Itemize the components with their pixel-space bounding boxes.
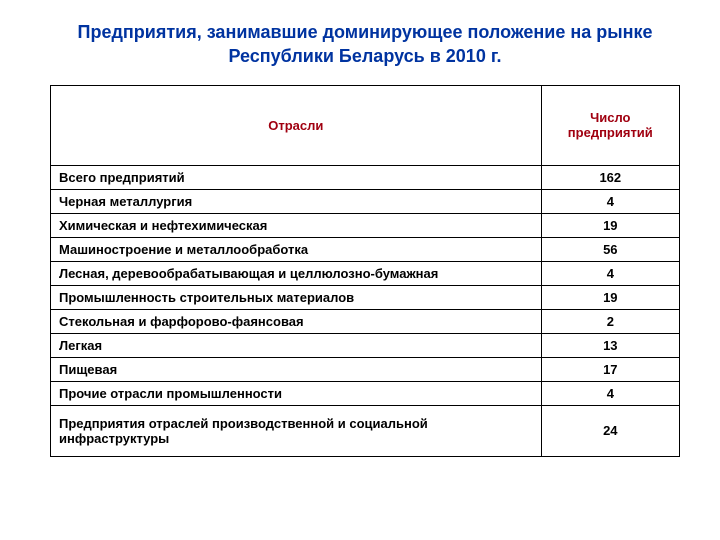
cell-count: 4 (541, 261, 679, 285)
table-header-row: Отрасли Число предприятий (51, 85, 680, 165)
cell-industry: Химическая и нефтехимическая (51, 213, 542, 237)
cell-count: 17 (541, 357, 679, 381)
cell-industry: Предприятия отраслей производственной и … (51, 405, 542, 456)
cell-count: 4 (541, 381, 679, 405)
table-row: Пищевая17 (51, 357, 680, 381)
cell-industry: Черная металлургия (51, 189, 542, 213)
cell-industry: Прочие отрасли промышленности (51, 381, 542, 405)
column-header-count: Число предприятий (541, 85, 679, 165)
cell-count: 13 (541, 333, 679, 357)
table-row: Черная металлургия4 (51, 189, 680, 213)
cell-industry: Пищевая (51, 357, 542, 381)
cell-industry: Промышленность строительных материалов (51, 285, 542, 309)
table-row: Машиностроение и металлообработка56 (51, 237, 680, 261)
cell-industry: Лесная, деревообрабатывающая и целлюлозн… (51, 261, 542, 285)
table-row: Химическая и нефтехимическая19 (51, 213, 680, 237)
table-row: Предприятия отраслей производственной и … (51, 405, 680, 456)
page-title: Предприятия, занимавшие доминирующее пол… (50, 20, 680, 69)
cell-industry: Машиностроение и металлообработка (51, 237, 542, 261)
table-row: Стекольная и фарфорово-фаянсовая2 (51, 309, 680, 333)
table-row: Лесная, деревообрабатывающая и целлюлозн… (51, 261, 680, 285)
cell-count: 19 (541, 285, 679, 309)
cell-industry: Стекольная и фарфорово-фаянсовая (51, 309, 542, 333)
table-row: Промышленность строительных материалов19 (51, 285, 680, 309)
cell-count: 19 (541, 213, 679, 237)
cell-count: 2 (541, 309, 679, 333)
column-header-industry: Отрасли (51, 85, 542, 165)
cell-count: 4 (541, 189, 679, 213)
enterprises-table: Отрасли Число предприятий Всего предприя… (50, 85, 680, 457)
cell-count: 24 (541, 405, 679, 456)
cell-industry: Легкая (51, 333, 542, 357)
table-row: Всего предприятий162 (51, 165, 680, 189)
cell-count: 162 (541, 165, 679, 189)
cell-count: 56 (541, 237, 679, 261)
table-row: Прочие отрасли промышленности4 (51, 381, 680, 405)
table-row: Легкая13 (51, 333, 680, 357)
cell-industry: Всего предприятий (51, 165, 542, 189)
